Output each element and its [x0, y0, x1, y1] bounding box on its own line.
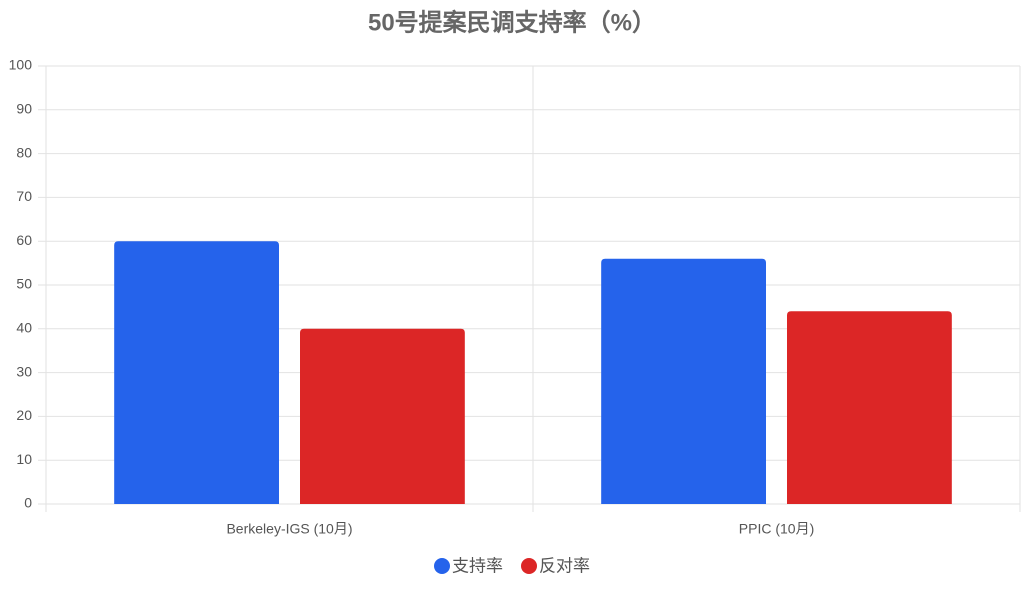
x-tick-label: Berkeley-IGS (10月)	[226, 521, 352, 537]
legend-text: 反对率	[539, 556, 590, 575]
y-tick-label: 80	[16, 144, 32, 160]
y-tick-label: 20	[16, 407, 32, 423]
y-tick-label: 70	[16, 188, 32, 204]
y-tick-label: 60	[16, 232, 32, 248]
y-tick-label: 10	[16, 451, 32, 467]
bar	[114, 241, 280, 504]
y-tick-label: 30	[16, 363, 32, 379]
legend-marker	[434, 558, 450, 574]
bar	[787, 311, 952, 504]
bar	[300, 328, 465, 504]
y-tick-label: 0	[24, 495, 32, 511]
y-tick-label: 90	[16, 101, 32, 117]
legend-text: 支持率	[452, 556, 503, 575]
y-tick-label: 50	[16, 276, 32, 292]
legend-marker	[521, 558, 537, 574]
chart-title: 50号提案民调支持率（%）	[368, 8, 656, 36]
bar	[601, 258, 766, 504]
y-tick-label: 40	[16, 320, 32, 336]
y-tick-label: 100	[9, 57, 33, 73]
x-tick-label: PPIC (10月)	[739, 521, 814, 537]
